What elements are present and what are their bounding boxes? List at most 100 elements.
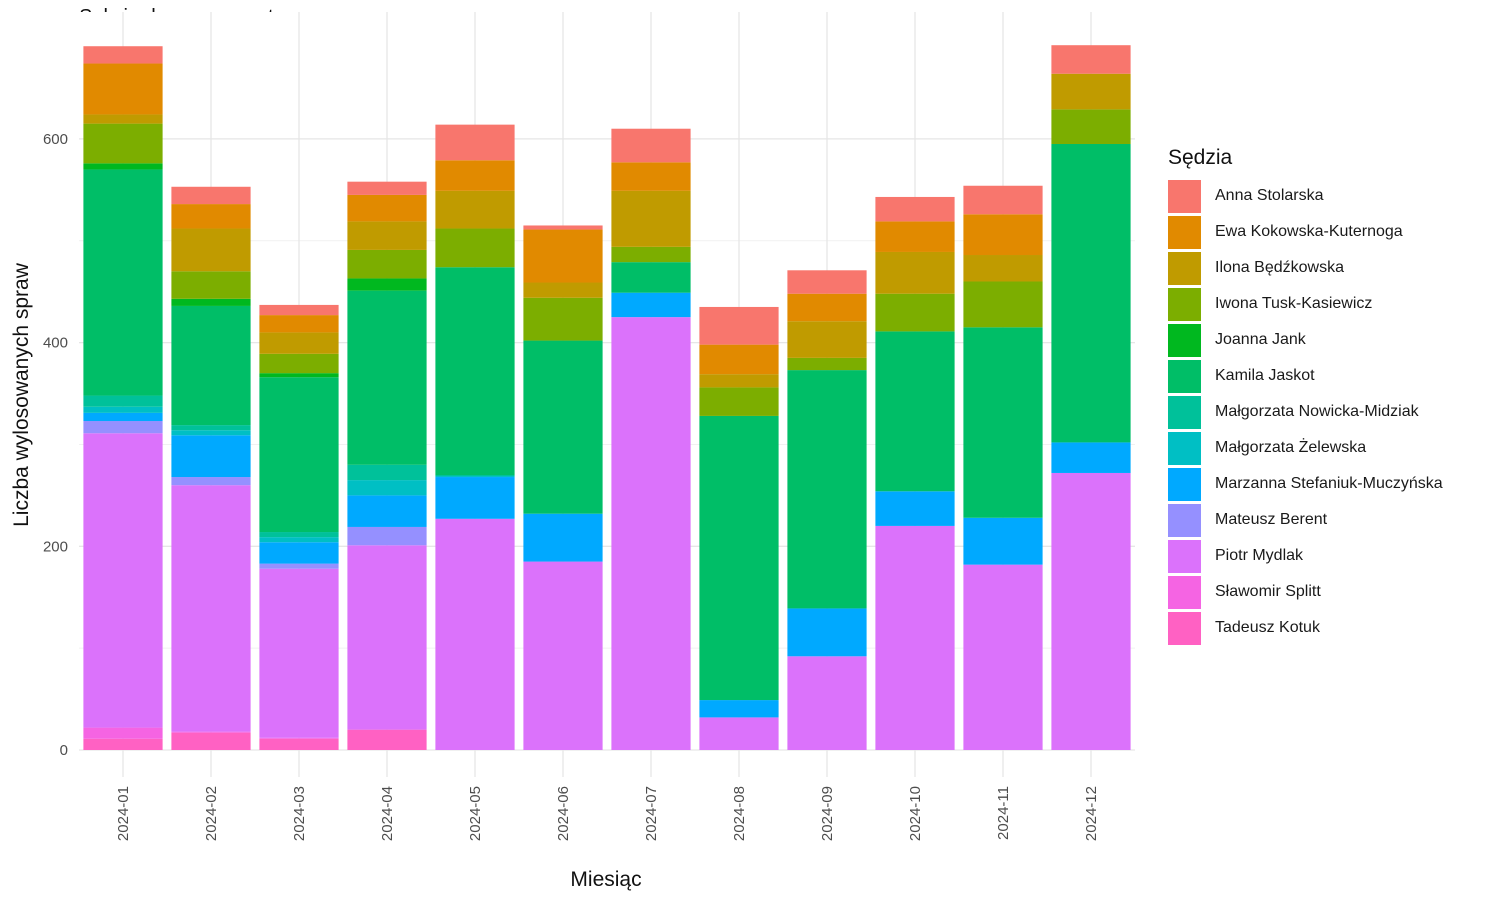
- bar-segment-malgorzata-zelewska-2024-03: [259, 537, 339, 543]
- legend-item-kamila-jaskot: Kamila Jaskot: [1168, 358, 1443, 394]
- x-tick-label: 2024-03: [291, 786, 308, 841]
- bar-segment-slawomir-splitt-2024-01: [83, 727, 163, 739]
- legend-label: Ewa Kokowska-Kuternoga: [1215, 223, 1403, 240]
- bar-segment-kamila-jaskot-2024-01: [83, 169, 163, 396]
- legend-label: Joanna Jank: [1215, 331, 1306, 348]
- bar-segment-marzanna-stefaniuk-muczynska-2024-01: [83, 412, 163, 422]
- bar-segment-kamila-jaskot-2024-05: [435, 267, 515, 475]
- y-axis-ticks: 0 200 400 600: [43, 131, 68, 759]
- legend-label: Piotr Mydlak: [1215, 547, 1304, 564]
- legend-item-slawomir-splitt: Sławomir Splitt: [1168, 574, 1443, 610]
- legend-item-ewa-kokowska-kuternoga: Ewa Kokowska-Kuternoga: [1168, 214, 1443, 250]
- bar-segment-ewa-kokowska-kuternoga-2024-10: [875, 221, 955, 252]
- legend-swatch: [1168, 251, 1201, 285]
- bar-segment-tadeusz-kotuk-2024-02: [171, 732, 251, 750]
- bar-segment-joanna-jank-2024-01: [83, 163, 163, 170]
- bar-segment-piotr-mydlak-2024-03: [259, 568, 339, 738]
- bar-segment-iwona-tusk-kasiewicz-2024-09: [787, 357, 867, 371]
- legend-swatch: [1168, 575, 1201, 609]
- bar-segment-malgorzata-nowicka-midziak-2024-01: [83, 395, 163, 407]
- legend-swatch: [1168, 395, 1201, 429]
- bar-segment-ewa-kokowska-kuternoga-2024-05: [435, 160, 515, 191]
- legend-item-marzanna-stefaniuk-muczynska: Marzanna Stefaniuk-Muczyńska: [1168, 466, 1443, 502]
- bar-segment-iwona-tusk-kasiewicz-2024-05: [435, 228, 515, 268]
- bar-segment-slawomir-splitt-2024-03: [259, 737, 339, 739]
- bar-segment-piotr-mydlak-2024-07: [611, 317, 691, 750]
- y-tick-label: 600: [43, 131, 68, 148]
- bar-segment-anna-stolarska-2024-08: [699, 306, 779, 345]
- x-axis-ticks: 2024-01 2024-02 2024-03 2024-04 2024-05 2024-…: [115, 786, 1100, 841]
- legend-label: Małgorzata Żelewska: [1215, 439, 1367, 456]
- legend-swatch: [1168, 323, 1201, 357]
- bar-segment-kamila-jaskot-2024-03: [259, 377, 339, 533]
- x-tick-label: 2024-07: [643, 786, 660, 841]
- legend-item-mateusz-berent: Mateusz Berent: [1168, 502, 1443, 538]
- x-tick-label: 2024-05: [467, 786, 484, 841]
- legend-label: Małgorzata Nowicka-Midziak: [1215, 403, 1419, 420]
- y-tick-label: 400: [43, 335, 68, 352]
- bar-segment-anna-stolarska-2024-05: [435, 124, 515, 161]
- bar-segment-ilona-bedzkowska-2024-09: [787, 321, 867, 358]
- bar-segment-iwona-tusk-kasiewicz-2024-08: [699, 387, 779, 416]
- bar-segment-piotr-mydlak-2024-06: [523, 561, 603, 750]
- bar-segment-marzanna-stefaniuk-muczynska-2024-07: [611, 292, 691, 318]
- bar-segment-piotr-mydlak-2024-11: [963, 564, 1043, 750]
- bar-segment-piotr-mydlak-2024-05: [435, 518, 515, 750]
- bar-segment-marzanna-stefaniuk-muczynska-2024-05: [435, 477, 515, 519]
- bar-segment-piotr-mydlak-2024-08: [699, 717, 779, 750]
- bar-segment-mateusz-berent-2024-02: [171, 477, 251, 486]
- bar-segment-anna-stolarska-2024-04: [347, 181, 427, 195]
- bar-segment-anna-stolarska-2024-02: [171, 186, 251, 205]
- y-tick-label: 200: [43, 538, 68, 555]
- bar-segment-kamila-jaskot-2024-07: [611, 262, 691, 293]
- bar-segment-marzanna-stefaniuk-muczynska-2024-10: [875, 491, 955, 526]
- bar-segment-joanna-jank-2024-02: [171, 298, 251, 306]
- x-tick-label: 2024-06: [555, 786, 572, 841]
- bar-segment-ilona-bedzkowska-2024-08: [699, 374, 779, 388]
- bar-segment-malgorzata-zelewska-2024-05: [435, 476, 515, 478]
- bar-segment-piotr-mydlak-2024-01: [83, 433, 163, 728]
- bar-segment-ilona-bedzkowska-2024-02: [171, 228, 251, 272]
- bar-segment-ewa-kokowska-kuternoga-2024-02: [171, 204, 251, 229]
- bar-segment-malgorzata-zelewska-2024-04: [347, 480, 427, 496]
- bar-segment-malgorzata-nowicka-midziak-2024-02: [171, 425, 251, 431]
- x-tick-label: 2024-08: [731, 786, 748, 841]
- x-axis-title: Miesiąc: [570, 868, 641, 891]
- x-tick-label: 2024-11: [995, 786, 1012, 840]
- x-tick-label: 2024-04: [379, 786, 396, 841]
- bar-segment-kamila-jaskot-2024-04: [347, 290, 427, 465]
- x-tick-label: 2024-09: [819, 786, 836, 841]
- bar-segment-kamila-jaskot-2024-10: [875, 331, 955, 492]
- bar-segment-tadeusz-kotuk-2024-04: [347, 729, 427, 750]
- bar-segment-iwona-tusk-kasiewicz-2024-01: [83, 123, 163, 164]
- bar-segment-mateusz-berent-2024-04: [347, 526, 427, 546]
- bar-segment-mateusz-berent-2024-03: [259, 563, 339, 569]
- bar-segment-iwona-tusk-kasiewicz-2024-06: [523, 297, 603, 341]
- bar-segment-anna-stolarska-2024-01: [83, 46, 163, 64]
- bar-segment-iwona-tusk-kasiewicz-2024-10: [875, 293, 955, 332]
- bar-segment-anna-stolarska-2024-10: [875, 196, 955, 222]
- bar-segment-tadeusz-kotuk-2024-03: [259, 738, 339, 750]
- legend-item-joanna-jank: Joanna Jank: [1168, 322, 1443, 358]
- bar-segment-marzanna-stefaniuk-muczynska-2024-06: [523, 513, 603, 562]
- bar-segment-ewa-kokowska-kuternoga-2024-07: [611, 162, 691, 191]
- legend-swatch: [1168, 287, 1201, 321]
- x-tick-label: 2024-02: [203, 786, 220, 841]
- bar-segment-malgorzata-nowicka-midziak-2024-05: [435, 475, 515, 477]
- bar-segment-malgorzata-nowicka-midziak-2024-03: [259, 532, 339, 538]
- bar-segment-malgorzata-zelewska-2024-01: [83, 406, 163, 413]
- bar-segment-ewa-kokowska-kuternoga-2024-01: [83, 63, 163, 115]
- bar-segment-ewa-kokowska-kuternoga-2024-06: [523, 229, 603, 283]
- bar-segment-tadeusz-kotuk-2024-01: [83, 738, 163, 750]
- legend-item-piotr-mydlak: Piotr Mydlak: [1168, 538, 1443, 574]
- x-tick-label: 2024-12: [1083, 786, 1100, 841]
- legend-item-ilona-bedzkowska: Ilona Będźkowska: [1168, 250, 1443, 286]
- bar-segment-piotr-mydlak-2024-09: [787, 656, 867, 750]
- bar-segment-iwona-tusk-kasiewicz-2024-11: [963, 281, 1043, 328]
- legend-label: Mateusz Berent: [1215, 511, 1328, 528]
- bar-segment-piotr-mydlak-2024-12: [1051, 472, 1131, 750]
- bar-segment-marzanna-stefaniuk-muczynska-2024-12: [1051, 442, 1131, 473]
- legend-label: Kamila Jaskot: [1215, 367, 1315, 384]
- bar-segment-ewa-kokowska-kuternoga-2024-03: [259, 315, 339, 333]
